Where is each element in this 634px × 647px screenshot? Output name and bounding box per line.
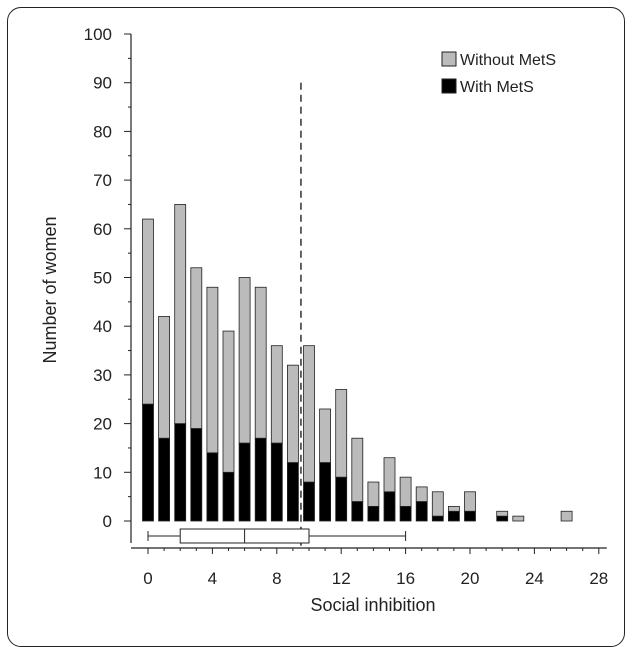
y-tick-label: 60 <box>93 220 112 239</box>
y-tick-label: 0 <box>103 512 112 531</box>
bar-with-mets-3 <box>190 428 203 522</box>
bar-without-mets-9 <box>286 364 299 463</box>
x-tick-label: 28 <box>589 569 608 588</box>
bar-without-mets-18 <box>431 491 444 517</box>
stacked-bar-chart: 0 10 20 30 40 50 60 70 80 90 100 0 4 8 12 16 20 24 28 With… <box>40 25 608 615</box>
bar-without-mets-6 <box>238 277 251 444</box>
bar-without-mets-12 <box>335 389 348 478</box>
legend-label-without-mets: Without MetS <box>460 52 556 69</box>
y-tick-label: 80 <box>93 122 112 141</box>
bar-with-mets-6 <box>238 442 251 522</box>
bar-without-mets-7 <box>254 286 267 439</box>
bar-with-mets-12 <box>335 476 348 522</box>
bar-with-mets-16 <box>399 505 412 522</box>
bar-without-mets-13 <box>351 437 364 502</box>
y-tick-label: 20 <box>93 415 112 434</box>
bar-with-mets-2 <box>174 423 187 522</box>
x-tick-label: 20 <box>461 569 480 588</box>
bar-without-mets-23 <box>512 515 525 522</box>
bar-with-mets-18 <box>431 515 444 522</box>
bar-without-mets-1 <box>158 316 171 439</box>
bar-without-mets-2 <box>174 204 187 424</box>
bar-without-mets-14 <box>367 481 380 507</box>
legend-swatch-with-mets <box>441 78 457 94</box>
x-axis-title: Social inhibition <box>310 595 435 615</box>
bar-without-mets-11 <box>319 408 332 463</box>
bar-without-mets-4 <box>206 286 219 454</box>
y-tick-label: 40 <box>93 317 112 336</box>
bar-with-mets-20 <box>464 510 476 522</box>
bar-without-mets-16 <box>399 476 412 507</box>
bar-with-mets-13 <box>351 501 364 522</box>
bar-without-mets-5 <box>222 330 235 473</box>
bar-without-mets-8 <box>270 345 283 444</box>
x-tick-label: 8 <box>272 569 281 588</box>
x-tick-label: 16 <box>396 569 415 588</box>
bar-with-mets-0 <box>142 403 154 522</box>
bar-without-mets-10 <box>303 345 315 483</box>
x-tick-label: 24 <box>525 569 544 588</box>
bar-with-mets-1 <box>158 437 171 522</box>
bar-with-mets-14 <box>367 505 380 522</box>
bar-without-mets-0 <box>142 218 154 405</box>
y-tick-label: 90 <box>93 74 112 93</box>
bar-without-mets-20 <box>464 491 476 512</box>
bar-with-mets-8 <box>270 442 283 522</box>
y-tick-label: 10 <box>93 463 112 482</box>
bar-with-mets-22 <box>496 515 509 522</box>
bar-without-mets-26 <box>560 510 573 522</box>
x-tick-label: 12 <box>332 569 351 588</box>
bar-with-mets-4 <box>206 452 219 522</box>
y-tick-label: 70 <box>93 171 112 190</box>
legend-swatch-without-mets <box>441 51 457 67</box>
x-tick-label: 0 <box>143 569 152 588</box>
legend-label-with-mets: With MetS <box>460 79 534 96</box>
bar-with-mets-15 <box>383 491 396 522</box>
x-tick-label: 4 <box>208 569 217 588</box>
bar-with-mets-10 <box>303 481 315 522</box>
bar-with-mets-11 <box>319 462 332 522</box>
bar-with-mets-7 <box>254 437 267 522</box>
bar-without-mets-19 <box>447 505 460 512</box>
bar-without-mets-3 <box>190 267 203 429</box>
bar-with-mets-9 <box>286 462 299 522</box>
y-tick-label: 50 <box>93 269 112 288</box>
y-tick-label: 100 <box>84 25 112 44</box>
bar-without-mets-22 <box>496 510 509 517</box>
bar-with-mets-5 <box>222 471 235 522</box>
bar-without-mets-17 <box>415 486 428 502</box>
y-axis-title: Number of women <box>40 216 60 363</box>
y-tick-label: 30 <box>93 366 112 385</box>
bar-without-mets-15 <box>383 457 396 493</box>
bar-with-mets-19 <box>447 510 460 522</box>
bar-with-mets-17 <box>415 501 428 522</box>
